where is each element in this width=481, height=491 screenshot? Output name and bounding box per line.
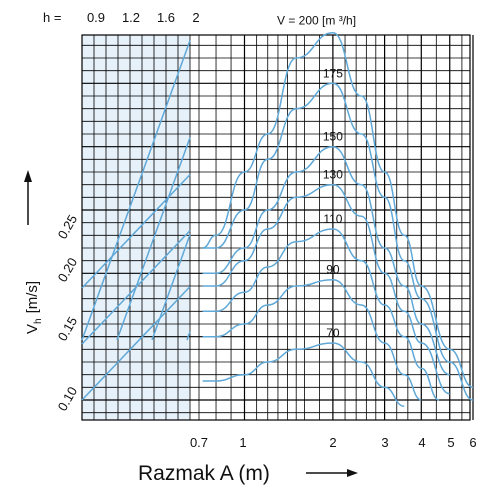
curve-label: 90 <box>326 263 340 277</box>
h-line <box>81 40 191 341</box>
x-tick-label: 3 <box>381 435 388 450</box>
curve-label: 70 <box>326 326 340 340</box>
x-tick-label: 4 <box>418 435 425 450</box>
h-scale-prefix: h = <box>43 10 61 25</box>
plot-frame <box>81 34 471 421</box>
y-axis-arrow <box>24 170 32 225</box>
h-lines <box>81 40 191 401</box>
h-line <box>81 174 191 289</box>
h-tick-label: 0.9 <box>87 10 105 25</box>
h-line <box>151 234 191 341</box>
flow-curve <box>202 82 474 401</box>
x-axis-arrow <box>306 469 358 477</box>
h-tick-label: 1.6 <box>157 10 175 25</box>
curve-labels: V = 200 [m ³/h] 175 150 130 110 90 70 <box>277 14 356 340</box>
h-band <box>82 35 190 420</box>
flow-curve <box>202 183 450 395</box>
curve-label: 175 <box>323 66 343 80</box>
h-line <box>186 331 191 341</box>
h-tick-label: 1.2 <box>122 10 140 25</box>
curve-label: 150 <box>323 130 343 144</box>
y-tick-label: 0.10 <box>55 384 81 413</box>
h-line <box>81 286 191 401</box>
flow-curve <box>202 278 422 401</box>
curve-label: 110 <box>323 212 342 226</box>
x-tick-label: 1 <box>239 435 246 450</box>
flow-curves <box>202 31 474 408</box>
flow-curve <box>202 228 440 401</box>
curve-label: V = 200 [m ³/h] <box>277 14 356 28</box>
y-tick-label: 0.20 <box>55 255 81 284</box>
h-tick-label: 2 <box>192 10 199 25</box>
x-tick-label: 0.7 <box>190 435 208 450</box>
y-tick-label: 0.15 <box>55 314 81 343</box>
x-tick-label: 5 <box>447 435 454 450</box>
x-axis-title: Razmak A (m) <box>138 462 270 485</box>
svg-text:Vh[m/s]: Vh[m/s] <box>24 281 44 334</box>
x-tick-label: 2 <box>329 435 336 450</box>
y-tick-label: 0.25 <box>55 212 81 241</box>
y-axis-title: Vh[m/s] <box>24 281 44 334</box>
x-tick-label: 6 <box>469 435 476 450</box>
flow-curve <box>202 31 474 389</box>
curve-label: 130 <box>323 168 343 182</box>
grid <box>81 34 474 421</box>
h-line <box>116 137 191 341</box>
flow-curve <box>202 145 450 376</box>
flow-curve <box>202 342 405 408</box>
h-line <box>81 230 191 345</box>
